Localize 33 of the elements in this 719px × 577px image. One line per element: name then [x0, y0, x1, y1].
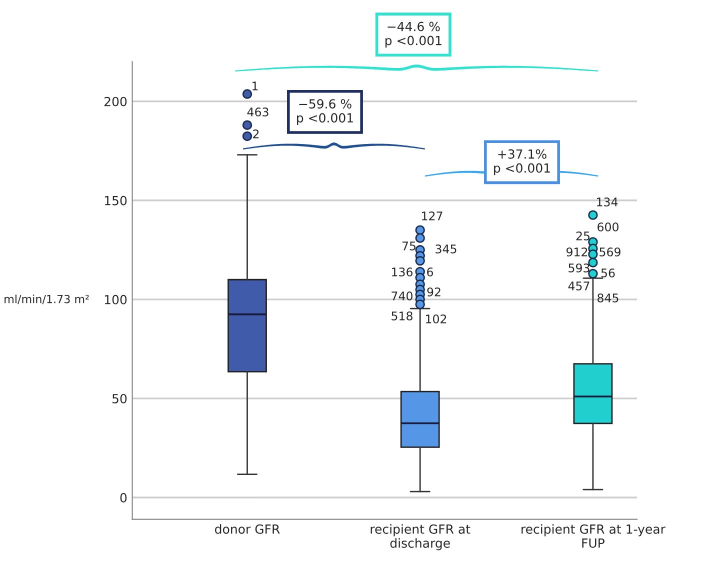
annotation: 134 [597, 197, 618, 206]
annotation: 518 [392, 311, 412, 320]
annotation: 2 [253, 129, 259, 138]
annotation: 593 [568, 263, 590, 272]
y-tick-label: 150 [104, 196, 127, 206]
annotation: 345 [436, 244, 456, 254]
annotation: 740 [392, 291, 412, 300]
y-tick-label: 0 [120, 492, 127, 502]
annotation: 56 [601, 268, 615, 278]
y-axis-title: ml/min/1.73 m² [4, 294, 89, 304]
annotation: 569 [600, 247, 620, 256]
annotation: 6 [427, 267, 434, 276]
annotation: 92 [427, 287, 440, 296]
y-tick-label: 50 [112, 394, 127, 404]
annotation: +37.1% p <0.001 [494, 149, 550, 176]
x-tick-label: recipient GFR at discharge [370, 524, 470, 550]
y-tick-label: 100 [104, 294, 127, 304]
x-tick-label: recipient GFR at 1-year FUP [522, 524, 666, 548]
annotation: −59.6 % p <0.001 [297, 99, 353, 125]
annotation: 127 [422, 211, 442, 220]
annotation: 845 [598, 293, 618, 302]
annotation: 136 [392, 267, 413, 276]
y-tick-label: 200 [104, 96, 127, 106]
annotation: 600 [598, 222, 618, 232]
annotation: 1 [252, 82, 258, 90]
annotation: 102 [426, 314, 446, 324]
annotation: 25 [576, 231, 590, 240]
text: −44.6 % p <0.001 [385, 22, 442, 48]
annotation: 463 [247, 107, 268, 116]
annotation: 75 [402, 242, 416, 250]
x-tick-label: donor GFR [215, 524, 280, 534]
annotation: 912 [566, 247, 588, 256]
annotation: 457 [568, 282, 590, 290]
